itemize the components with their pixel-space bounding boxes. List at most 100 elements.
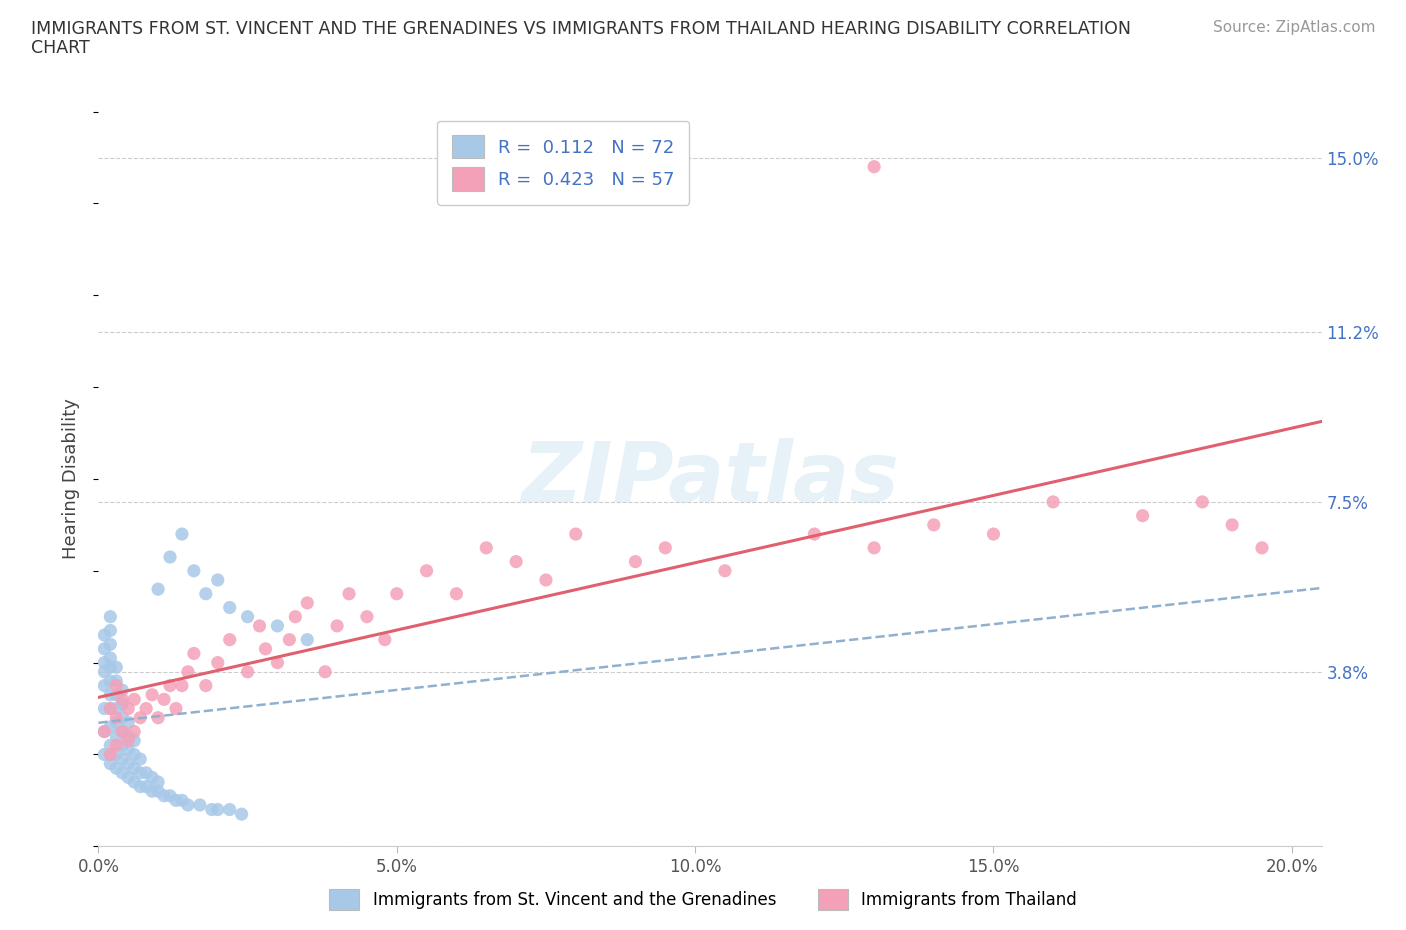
- Point: [141, 687, 163, 702]
- Point: [194, 586, 217, 601]
- Point: [188, 798, 211, 813]
- Point: [111, 711, 134, 725]
- Point: [446, 586, 468, 601]
- Point: [284, 609, 307, 624]
- Legend: Immigrants from St. Vincent and the Grenadines, Immigrants from Thailand: Immigrants from St. Vincent and the Gren…: [322, 883, 1084, 917]
- Point: [146, 711, 169, 725]
- Point: [170, 526, 193, 541]
- Point: [122, 775, 145, 790]
- Point: [105, 678, 128, 693]
- Point: [207, 656, 229, 671]
- Point: [803, 526, 825, 541]
- Point: [326, 618, 349, 633]
- Point: [117, 733, 139, 748]
- Point: [93, 642, 115, 657]
- Point: [105, 659, 128, 674]
- Point: [1042, 495, 1064, 510]
- Point: [105, 715, 128, 730]
- Point: [165, 701, 187, 716]
- Point: [111, 765, 134, 780]
- Point: [111, 697, 134, 711]
- Point: [654, 540, 676, 555]
- Point: [278, 632, 301, 647]
- Point: [153, 692, 176, 707]
- Point: [983, 526, 1005, 541]
- Point: [98, 737, 121, 752]
- Legend: R =  0.112   N = 72, R =  0.423   N = 57: R = 0.112 N = 72, R = 0.423 N = 57: [437, 121, 689, 205]
- Point: [165, 793, 187, 808]
- Point: [105, 673, 128, 688]
- Y-axis label: Hearing Disability: Hearing Disability: [62, 399, 80, 559]
- Point: [218, 802, 240, 817]
- Point: [117, 770, 139, 785]
- Point: [98, 756, 121, 771]
- Point: [207, 573, 229, 588]
- Point: [183, 646, 205, 661]
- Point: [93, 747, 115, 762]
- Point: [129, 765, 152, 780]
- Point: [207, 802, 229, 817]
- Point: [135, 779, 157, 794]
- Point: [129, 711, 152, 725]
- Point: [146, 582, 169, 597]
- Point: [93, 724, 115, 739]
- Point: [183, 564, 205, 578]
- Point: [105, 729, 128, 744]
- Point: [122, 724, 145, 739]
- Point: [111, 724, 134, 739]
- Point: [297, 632, 319, 647]
- Point: [236, 664, 259, 679]
- Point: [1251, 540, 1274, 555]
- Point: [98, 701, 121, 716]
- Point: [98, 637, 121, 652]
- Point: [105, 687, 128, 702]
- Point: [98, 720, 121, 735]
- Point: [922, 517, 945, 532]
- Point: [98, 747, 121, 762]
- Point: [105, 701, 128, 716]
- Point: [105, 747, 128, 762]
- Point: [129, 751, 152, 766]
- Point: [385, 586, 408, 601]
- Point: [98, 609, 121, 624]
- Point: [93, 678, 115, 693]
- Point: [117, 756, 139, 771]
- Point: [1220, 517, 1243, 532]
- Point: [117, 701, 139, 716]
- Point: [266, 656, 288, 671]
- Point: [314, 664, 336, 679]
- Point: [111, 751, 134, 766]
- Point: [117, 715, 139, 730]
- Point: [122, 692, 145, 707]
- Point: [146, 775, 169, 790]
- Text: Source: ZipAtlas.com: Source: ZipAtlas.com: [1212, 20, 1375, 35]
- Point: [122, 733, 145, 748]
- Point: [266, 618, 288, 633]
- Point: [863, 159, 886, 174]
- Point: [105, 711, 128, 725]
- Point: [565, 526, 588, 541]
- Point: [249, 618, 271, 633]
- Point: [1191, 495, 1213, 510]
- Point: [122, 761, 145, 776]
- Point: [98, 687, 121, 702]
- Point: [194, 678, 217, 693]
- Text: IMMIGRANTS FROM ST. VINCENT AND THE GRENADINES VS IMMIGRANTS FROM THAILAND HEARI: IMMIGRANTS FROM ST. VINCENT AND THE GREN…: [31, 20, 1130, 38]
- Point: [231, 806, 253, 821]
- Point: [863, 540, 886, 555]
- Point: [105, 761, 128, 776]
- Point: [146, 784, 169, 799]
- Point: [98, 673, 121, 688]
- Point: [337, 586, 360, 601]
- Point: [122, 747, 145, 762]
- Point: [141, 770, 163, 785]
- Point: [117, 742, 139, 757]
- Point: [170, 678, 193, 693]
- Point: [93, 628, 115, 643]
- Point: [93, 701, 115, 716]
- Point: [153, 789, 176, 804]
- Point: [111, 737, 134, 752]
- Point: [111, 724, 134, 739]
- Point: [159, 678, 181, 693]
- Text: ZIPatlas: ZIPatlas: [522, 438, 898, 520]
